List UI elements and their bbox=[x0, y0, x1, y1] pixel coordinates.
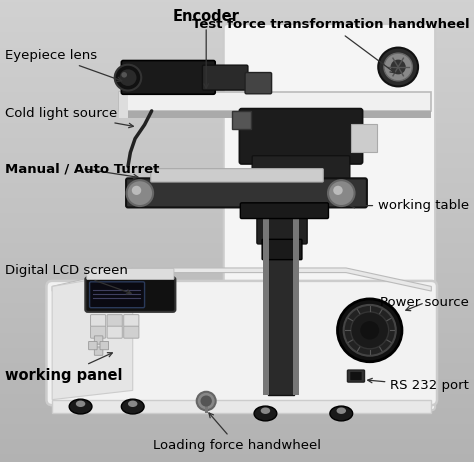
Bar bbox=[398, 28, 417, 407]
Polygon shape bbox=[52, 273, 133, 400]
Bar bbox=[303, 28, 322, 407]
Circle shape bbox=[127, 180, 153, 206]
Circle shape bbox=[360, 321, 379, 340]
FancyBboxPatch shape bbox=[347, 370, 365, 382]
FancyBboxPatch shape bbox=[239, 109, 363, 164]
Ellipse shape bbox=[261, 407, 270, 414]
Ellipse shape bbox=[128, 401, 137, 407]
Circle shape bbox=[328, 180, 355, 206]
FancyBboxPatch shape bbox=[91, 326, 106, 338]
FancyBboxPatch shape bbox=[262, 239, 302, 260]
Bar bbox=[379, 28, 398, 407]
Circle shape bbox=[197, 392, 216, 410]
FancyBboxPatch shape bbox=[224, 24, 435, 410]
Text: Manual / Auto Turret: Manual / Auto Turret bbox=[5, 162, 159, 179]
Bar bbox=[341, 28, 360, 407]
Bar bbox=[284, 28, 303, 407]
Bar bbox=[360, 28, 379, 407]
Text: Power source: Power source bbox=[380, 296, 469, 310]
FancyBboxPatch shape bbox=[240, 203, 328, 219]
Bar bbox=[246, 28, 265, 407]
FancyBboxPatch shape bbox=[257, 213, 307, 244]
Ellipse shape bbox=[121, 399, 144, 414]
FancyBboxPatch shape bbox=[94, 347, 103, 355]
Bar bbox=[265, 28, 284, 407]
Bar bbox=[268, 203, 294, 395]
Polygon shape bbox=[118, 92, 431, 111]
Text: Cold light source: Cold light source bbox=[5, 107, 133, 128]
Circle shape bbox=[119, 69, 137, 86]
Text: Loading force handwheel: Loading force handwheel bbox=[153, 413, 321, 452]
FancyBboxPatch shape bbox=[94, 336, 103, 344]
Circle shape bbox=[115, 65, 141, 91]
Polygon shape bbox=[118, 111, 431, 118]
FancyBboxPatch shape bbox=[124, 326, 139, 338]
Text: Test force transformation handwheel: Test force transformation handwheel bbox=[191, 18, 469, 73]
Circle shape bbox=[201, 395, 212, 407]
Bar bbox=[205, 400, 208, 413]
Text: Eyepiece lens: Eyepiece lens bbox=[5, 49, 122, 81]
FancyBboxPatch shape bbox=[46, 281, 437, 405]
Circle shape bbox=[121, 72, 127, 78]
FancyBboxPatch shape bbox=[252, 156, 350, 182]
FancyBboxPatch shape bbox=[121, 61, 215, 94]
Polygon shape bbox=[118, 92, 128, 118]
FancyBboxPatch shape bbox=[124, 315, 139, 327]
Circle shape bbox=[337, 299, 402, 362]
FancyBboxPatch shape bbox=[126, 178, 367, 207]
Bar bbox=[263, 203, 269, 395]
Text: working panel: working panel bbox=[5, 353, 122, 383]
FancyBboxPatch shape bbox=[85, 277, 175, 312]
Circle shape bbox=[132, 186, 141, 195]
Text: Digital LCD screen: Digital LCD screen bbox=[5, 264, 131, 294]
Bar bbox=[293, 203, 299, 395]
Ellipse shape bbox=[337, 407, 346, 414]
FancyBboxPatch shape bbox=[87, 268, 174, 280]
Text: working table: working table bbox=[350, 199, 469, 212]
FancyBboxPatch shape bbox=[89, 341, 97, 350]
Circle shape bbox=[344, 305, 396, 356]
FancyBboxPatch shape bbox=[100, 341, 109, 350]
FancyBboxPatch shape bbox=[91, 315, 106, 327]
Bar bbox=[322, 28, 341, 407]
Circle shape bbox=[391, 60, 406, 74]
Bar bbox=[232, 111, 251, 129]
FancyBboxPatch shape bbox=[107, 315, 122, 327]
Circle shape bbox=[378, 48, 418, 86]
Polygon shape bbox=[52, 268, 431, 291]
Circle shape bbox=[351, 312, 389, 349]
Ellipse shape bbox=[69, 399, 92, 414]
Bar bbox=[351, 124, 377, 152]
Ellipse shape bbox=[330, 406, 353, 421]
Text: RS 232 port: RS 232 port bbox=[368, 378, 469, 392]
FancyBboxPatch shape bbox=[107, 326, 122, 338]
Circle shape bbox=[333, 186, 343, 195]
Bar bbox=[52, 400, 431, 413]
Ellipse shape bbox=[254, 406, 277, 421]
Bar bbox=[228, 28, 246, 407]
FancyBboxPatch shape bbox=[350, 372, 362, 380]
Ellipse shape bbox=[76, 401, 85, 407]
Text: Encoder: Encoder bbox=[173, 9, 240, 88]
FancyBboxPatch shape bbox=[151, 169, 323, 182]
FancyBboxPatch shape bbox=[245, 73, 272, 94]
FancyBboxPatch shape bbox=[90, 282, 145, 308]
Circle shape bbox=[384, 53, 412, 81]
FancyBboxPatch shape bbox=[202, 65, 248, 90]
